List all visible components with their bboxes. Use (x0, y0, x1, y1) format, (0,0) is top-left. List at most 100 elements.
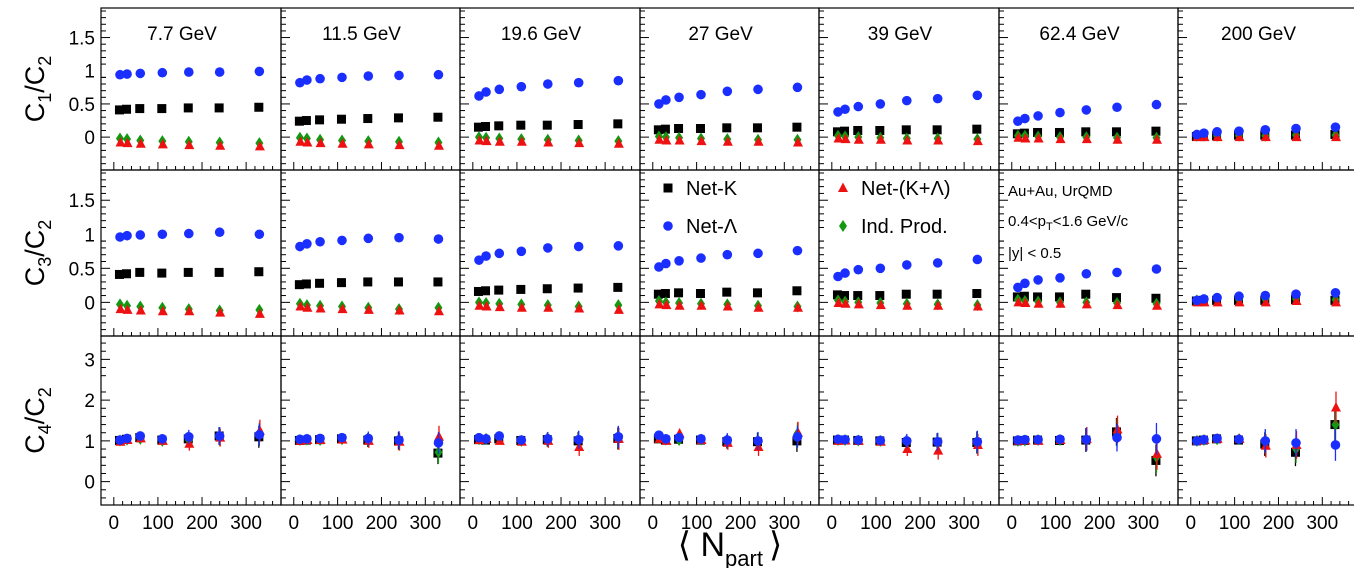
x-tick-label: 100 (322, 513, 354, 534)
x-tick-label: 100 (1040, 513, 1072, 534)
data-point (1055, 434, 1065, 445)
data-point (933, 134, 944, 145)
data-point (875, 263, 886, 274)
panel-r3-c1: 0 1 2 3 0 100 200 300 (84, 335, 282, 534)
data-point (972, 289, 982, 299)
panel-r3-c6: 0 100 200 300 (998, 335, 1179, 534)
series-2 (1013, 132, 1162, 144)
data-point (1330, 440, 1341, 450)
data-point (294, 116, 304, 126)
x-tick-label: 0 (1185, 513, 1196, 534)
y-tick-label: 0 (84, 293, 95, 314)
series-0 (114, 102, 264, 115)
data-point (122, 137, 133, 148)
data-point (363, 277, 373, 287)
x-axis-label: ⟨ Npart ⟩ (678, 526, 782, 568)
data-point (1291, 295, 1302, 305)
data-point (295, 434, 305, 445)
data-point (494, 121, 504, 131)
data-point (122, 69, 132, 79)
data-point (792, 245, 803, 256)
data-point (853, 125, 863, 135)
x-axis-label-left: ⟨ N (678, 526, 725, 564)
data-point (474, 432, 484, 443)
panel-r1-c4: 27 GeV (639, 7, 820, 171)
data-point (135, 230, 146, 240)
panel-frame (100, 335, 282, 506)
data-point (363, 138, 374, 149)
series-1 (1192, 429, 1341, 461)
data-point (1330, 131, 1341, 142)
data-point (722, 86, 733, 97)
data-point (214, 431, 225, 441)
legend-item-3: Ind. Prod. (839, 216, 948, 238)
data-point (661, 134, 672, 145)
data-point (753, 302, 764, 312)
data-point (516, 435, 527, 445)
data-point (394, 70, 404, 81)
y-axis-label-slash: /C (20, 397, 50, 424)
series-1 (474, 425, 624, 449)
data-point (833, 434, 843, 445)
data-point (613, 75, 624, 86)
y-tick-label: 1 (84, 225, 95, 246)
series-1 (115, 423, 265, 446)
data-point (660, 289, 670, 299)
x-tick-label: 300 (409, 513, 441, 534)
data-point (933, 300, 944, 310)
data-point (1081, 268, 1092, 279)
data-point (516, 246, 527, 257)
data-point (972, 90, 983, 101)
data-point (901, 436, 912, 446)
data-point (1112, 299, 1123, 310)
data-point (157, 229, 168, 240)
series-1 (474, 241, 624, 265)
data-point (1234, 131, 1245, 142)
panel-r1-c3: 19.6 GeV (459, 7, 641, 171)
data-point (1055, 107, 1065, 118)
data-point (214, 267, 224, 277)
data-point (875, 299, 886, 310)
data-point (135, 431, 146, 441)
data-point (122, 104, 132, 114)
data-point (481, 286, 491, 296)
data-point (1330, 296, 1341, 307)
y-tick-label: 1.5 (69, 191, 95, 212)
x-tick-label: 300 (589, 513, 621, 534)
series-1 (1013, 422, 1162, 455)
data-point (932, 125, 942, 135)
data-point (122, 433, 132, 444)
data-point (696, 89, 706, 100)
data-point (932, 258, 943, 268)
data-point (853, 264, 864, 275)
data-point (254, 429, 265, 440)
data-point (1260, 436, 1271, 446)
legend-label: Net-Λ (686, 216, 738, 238)
data-point (542, 243, 553, 253)
data-point (302, 302, 313, 312)
series-2 (654, 134, 803, 147)
data-point (1112, 267, 1122, 278)
panel-r1-c7: 200 GeV (1177, 7, 1354, 171)
data-point (183, 267, 193, 277)
data-point (183, 228, 194, 239)
legend-marker (663, 183, 673, 193)
data-point (135, 305, 146, 315)
data-point (661, 434, 671, 444)
panel-r1-c6: 62.4 GeV (998, 7, 1179, 171)
y-axis-label-den: 2 (35, 56, 55, 66)
data-point (1013, 435, 1023, 445)
data-point (674, 92, 684, 103)
data-point (613, 432, 624, 442)
series-1 (115, 227, 265, 242)
data-point (792, 286, 802, 296)
data-point (840, 126, 850, 136)
data-point (661, 95, 671, 105)
data-point (932, 289, 942, 299)
data-point (696, 300, 707, 310)
series-1 (654, 245, 803, 272)
data-point (494, 136, 505, 146)
data-point (542, 284, 552, 294)
data-point (696, 434, 706, 444)
legend-marker (839, 220, 847, 232)
